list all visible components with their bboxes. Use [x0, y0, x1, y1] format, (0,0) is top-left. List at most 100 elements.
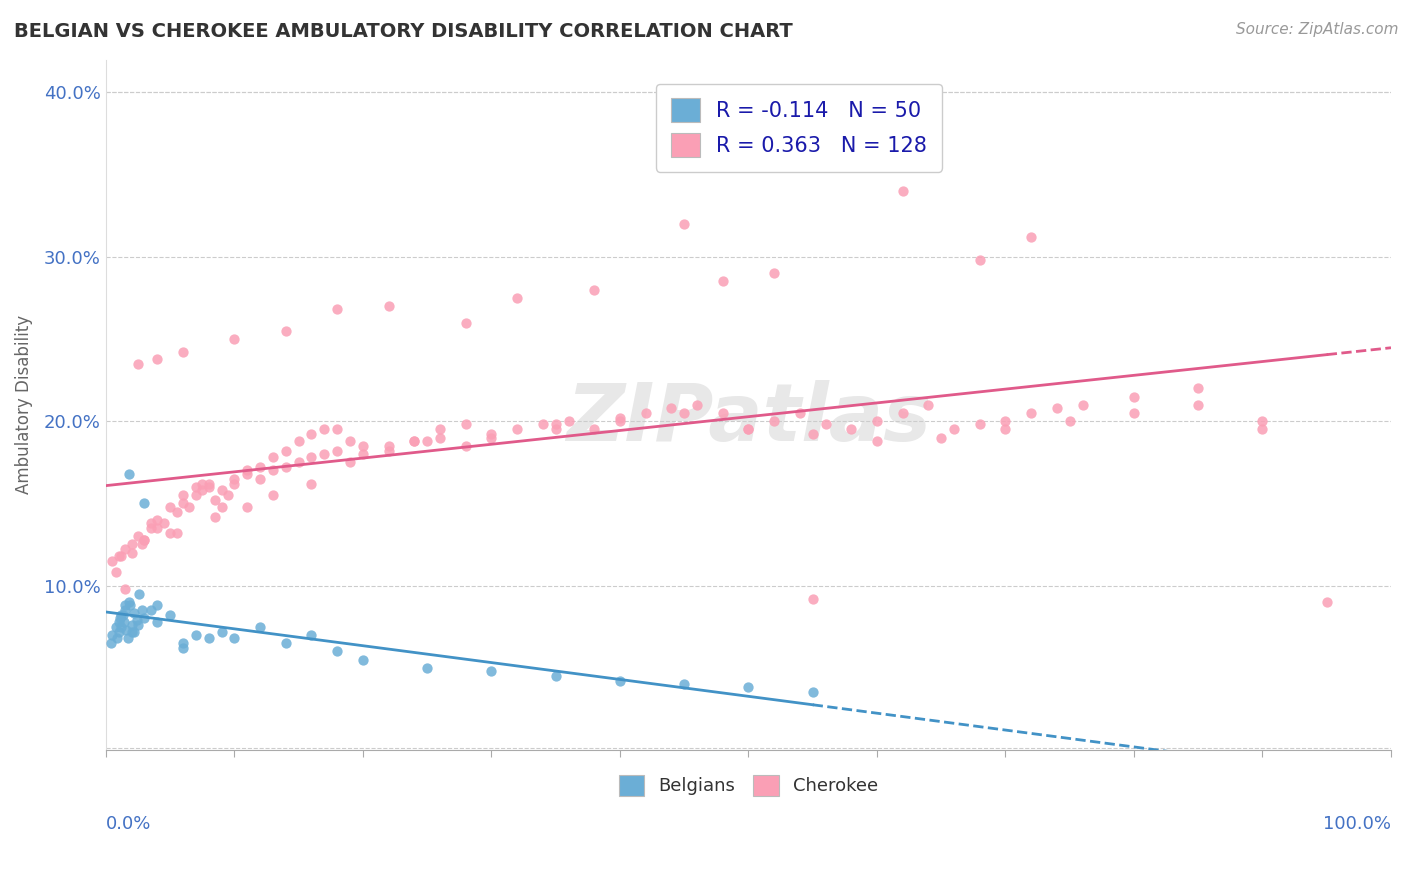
Point — [634, 406, 657, 420]
Point — [1123, 406, 1146, 420]
Point — [121, 618, 143, 632]
Point — [111, 608, 134, 623]
Point — [127, 357, 149, 371]
Point — [301, 476, 323, 491]
Point — [236, 467, 259, 481]
Point — [204, 509, 226, 524]
Point — [172, 488, 194, 502]
Point — [1123, 390, 1146, 404]
Point — [100, 636, 122, 650]
Point — [352, 439, 374, 453]
Point — [917, 398, 939, 412]
Point — [134, 533, 156, 547]
Point — [110, 549, 132, 563]
Y-axis label: Ambulatory Disability: Ambulatory Disability — [15, 315, 32, 494]
Point — [217, 488, 239, 502]
Point — [301, 450, 323, 465]
Point — [101, 554, 124, 568]
Point — [122, 607, 145, 621]
Point — [429, 431, 451, 445]
Point — [326, 422, 349, 436]
Point — [211, 624, 233, 639]
Point — [118, 467, 141, 481]
Point — [114, 599, 136, 613]
Point — [105, 566, 128, 580]
Point — [236, 463, 259, 477]
Point — [866, 434, 889, 448]
Point — [866, 414, 889, 428]
Point — [107, 631, 129, 645]
Point — [557, 414, 579, 428]
Point — [121, 624, 143, 639]
Point — [172, 345, 194, 359]
Point — [107, 549, 129, 563]
Point — [146, 513, 169, 527]
Point — [105, 620, 128, 634]
Point — [122, 624, 145, 639]
Point — [191, 476, 214, 491]
Point — [891, 184, 914, 198]
Point — [943, 422, 966, 436]
Point — [801, 591, 824, 606]
Point — [1316, 595, 1339, 609]
Point — [139, 521, 162, 535]
Point — [139, 516, 162, 530]
Point — [134, 611, 156, 625]
Point — [274, 324, 297, 338]
Point — [249, 620, 271, 634]
Point — [301, 628, 323, 642]
Point — [166, 525, 188, 540]
Point — [131, 537, 153, 551]
Text: 100.0%: 100.0% — [1323, 814, 1391, 833]
Point — [583, 422, 606, 436]
Point — [249, 460, 271, 475]
Point — [891, 406, 914, 420]
Point — [326, 443, 349, 458]
Point — [114, 542, 136, 557]
Point — [994, 414, 1017, 428]
Point — [1019, 230, 1042, 244]
Point — [249, 472, 271, 486]
Point — [969, 253, 991, 268]
Point — [110, 608, 132, 623]
Point — [114, 582, 136, 596]
Point — [1059, 414, 1081, 428]
Point — [1251, 422, 1274, 436]
Point — [262, 463, 284, 477]
Point — [107, 615, 129, 629]
Point — [146, 351, 169, 366]
Point — [287, 434, 309, 448]
Point — [801, 685, 824, 699]
Point — [197, 480, 219, 494]
Point — [172, 636, 194, 650]
Point — [352, 447, 374, 461]
Point — [583, 283, 606, 297]
Point — [763, 266, 786, 280]
Point — [211, 500, 233, 514]
Point — [184, 488, 207, 502]
Point — [479, 427, 502, 442]
Point — [121, 537, 143, 551]
Legend: Belgians, Cherokee: Belgians, Cherokee — [612, 768, 886, 803]
Point — [166, 505, 188, 519]
Point — [179, 500, 201, 514]
Point — [1071, 398, 1094, 412]
Point — [737, 422, 759, 436]
Point — [107, 624, 129, 639]
Point — [274, 443, 297, 458]
Point — [479, 431, 502, 445]
Point — [1251, 414, 1274, 428]
Point — [789, 406, 811, 420]
Point — [224, 631, 246, 645]
Point — [139, 603, 162, 617]
Point — [262, 450, 284, 465]
Point — [479, 664, 502, 678]
Point — [737, 681, 759, 695]
Point — [326, 644, 349, 658]
Point — [128, 587, 150, 601]
Point — [274, 636, 297, 650]
Point — [184, 480, 207, 494]
Point — [110, 620, 132, 634]
Point — [262, 488, 284, 502]
Point — [131, 603, 153, 617]
